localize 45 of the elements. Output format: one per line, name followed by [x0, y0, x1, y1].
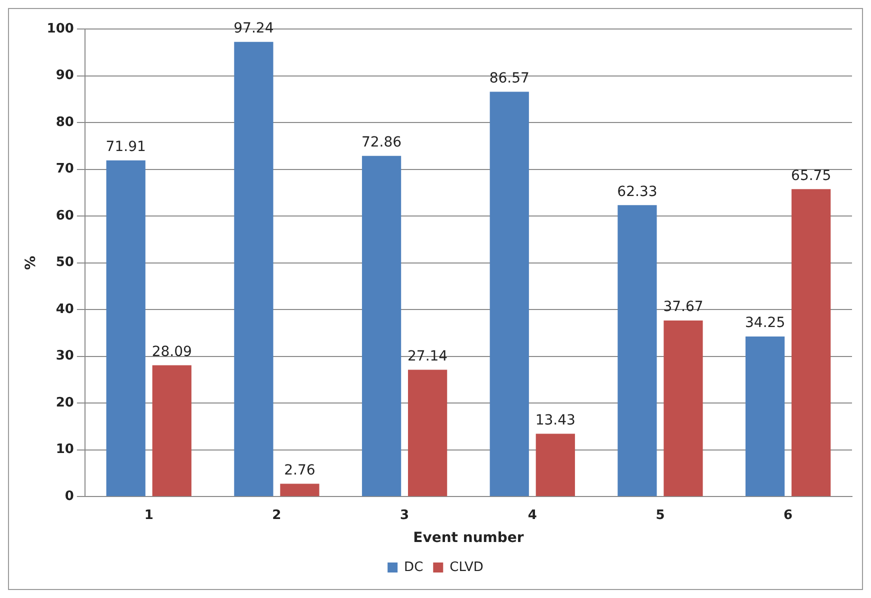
y-tick-label: 0: [64, 488, 74, 504]
bar: [152, 365, 192, 496]
bar: [280, 484, 320, 496]
bar: [618, 205, 657, 496]
data-label: 65.75: [791, 168, 832, 184]
y-tick-label: 30: [56, 348, 74, 364]
bar: [106, 160, 146, 496]
y-tick-label: 90: [56, 68, 74, 84]
data-label: 27.14: [408, 348, 448, 364]
x-tick-label: 1: [144, 508, 154, 523]
x-tick-label: 2: [272, 508, 282, 523]
data-label: 86.57: [489, 70, 530, 86]
data-label: 71.91: [106, 138, 146, 155]
bar: [664, 320, 703, 496]
x-tick-label: 3: [400, 508, 410, 523]
x-tick-label: 6: [784, 508, 793, 523]
x-tick-label: 5: [656, 508, 665, 523]
data-label: 62.33: [617, 184, 658, 200]
y-tick-label: 50: [56, 255, 74, 270]
data-label: 72.86: [361, 134, 402, 151]
y-tick-label: 40: [56, 302, 74, 317]
bar: [408, 370, 448, 496]
data-label: 2.76: [284, 462, 316, 478]
y-tick-label: 10: [56, 442, 74, 458]
bar: [362, 156, 402, 496]
bar: [792, 189, 831, 496]
bar: [490, 92, 529, 496]
bar: [536, 434, 575, 496]
legend-label: CLVD: [450, 560, 484, 575]
y-axis-title: %: [23, 256, 40, 270]
y-tick-label: 70: [56, 162, 74, 177]
y-tick-label: 80: [56, 114, 74, 130]
legend-label: DC: [404, 560, 424, 575]
bar: [746, 336, 785, 496]
data-label: 37.67: [663, 299, 704, 316]
bar: [234, 42, 274, 496]
data-label: 97.24: [234, 20, 274, 37]
y-tick-label: 100: [46, 21, 74, 36]
x-axis-title: Event number: [413, 530, 524, 546]
data-label: 13.43: [535, 412, 576, 428]
x-tick-label: 4: [528, 508, 537, 523]
y-tick-label: 60: [56, 208, 74, 224]
data-label: 34.25: [745, 315, 786, 332]
data-label: 28.09: [152, 344, 192, 360]
y-tick-label: 20: [56, 395, 74, 410]
